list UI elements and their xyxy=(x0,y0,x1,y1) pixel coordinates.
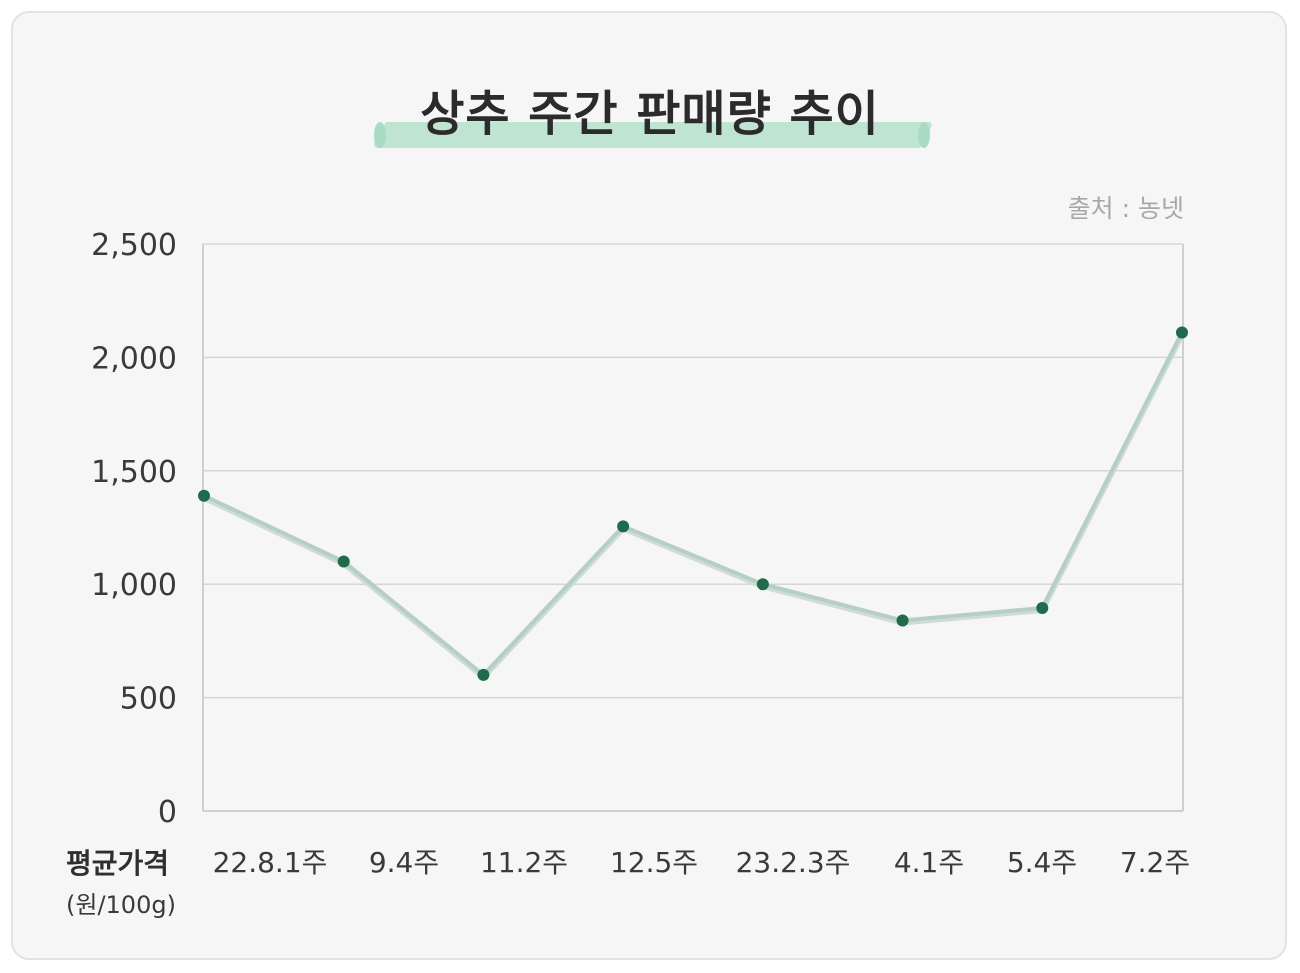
source-note: 출처 : 농넷 xyxy=(1067,194,1184,223)
data-point xyxy=(337,555,350,568)
series-points xyxy=(198,326,1188,681)
y-tick-label: 0 xyxy=(158,795,177,830)
data-point xyxy=(756,578,769,591)
title-highlight-bar xyxy=(374,122,932,148)
chart-title: 상추 주간 판매량 추이 xyxy=(420,86,880,142)
data-point xyxy=(617,520,630,533)
series-line-shadow xyxy=(202,333,1185,680)
data-point xyxy=(198,489,210,502)
data-point xyxy=(1176,326,1188,339)
data-point xyxy=(477,668,490,681)
series-line xyxy=(202,331,1185,680)
y-axis-unit-label: (원/100g) xyxy=(66,891,176,919)
data-point xyxy=(1036,602,1049,615)
x-tick-label: 23.2.3주 xyxy=(736,846,851,879)
title-area: 상추 주간 판매량 추이 xyxy=(0,70,1300,160)
y-tick-label: 1,500 xyxy=(91,455,177,490)
data-point xyxy=(896,614,909,627)
chart-card xyxy=(11,11,1287,960)
x-tick-label: 4.1주 xyxy=(894,846,964,879)
x-tick-label: 5.4주 xyxy=(1007,846,1077,879)
x-tick-label: 12.5주 xyxy=(610,846,698,879)
y-tick-label: 1,000 xyxy=(91,568,177,603)
series-line-path xyxy=(203,331,1184,677)
y-tick-label: 2,000 xyxy=(91,341,177,376)
y-tick-label: 500 xyxy=(120,682,177,717)
x-tick-label: 22.8.1주 xyxy=(213,846,328,879)
y-axis-ticks: 0 500 1,000 1,500 2,000 2,500 xyxy=(91,228,177,830)
x-tick-label: 7.2주 xyxy=(1120,846,1190,879)
x-tick-label: 9.4주 xyxy=(369,846,439,879)
y-axis-label: 평균가격 xyxy=(66,847,170,880)
x-tick-label: 11.2주 xyxy=(480,846,568,879)
y-tick-label: 2,500 xyxy=(91,228,177,263)
x-axis-ticks: 22.8.1주 9.4주 11.2주 12.5주 23.2.3주 4.1주 5.4주 7.2주 xyxy=(213,846,1191,879)
gridlines xyxy=(202,243,1184,812)
